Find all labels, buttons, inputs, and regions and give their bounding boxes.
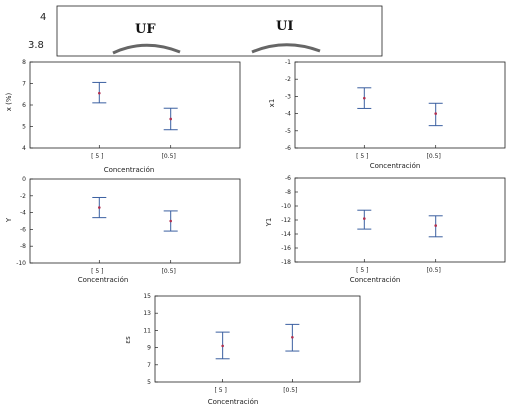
chart-0-frame	[29, 61, 241, 149]
top-strip-frame	[56, 5, 383, 57]
chart-1-frame	[294, 61, 506, 149]
chart-4-ytick-1: 13	[143, 310, 151, 317]
chart-4-point-0	[221, 344, 224, 348]
chart-3-point-1	[434, 224, 438, 227]
chart-4-xlabel: Concentración	[208, 398, 259, 406]
chart-2-xtick-1: [0.5]	[162, 268, 176, 275]
chart-2: 0 -2 -4 -6 -8 -10 [ 5 ] [0.5] Concentración Y	[5, 176, 241, 284]
chart-1: -1 -2 -3 -4 -5 -6 [ 5 ] [0.5] Concentración x1	[268, 59, 506, 170]
chart-0-ytick-2: 6	[22, 102, 26, 109]
chart-2-ytick-3: -6	[20, 226, 26, 233]
chart-2-ytick-5: -10	[16, 260, 26, 267]
chart-4-point-1	[291, 335, 294, 339]
chart-0-ytick-4: 8	[22, 59, 26, 66]
chart-2-ylabel: Y	[5, 217, 13, 223]
chart-0-xlabel: Concentración	[104, 166, 155, 174]
chart-1-ylabel: x1	[268, 99, 276, 108]
chart-0-ytick-1: 5	[22, 124, 26, 131]
chart-0-point-0	[98, 91, 101, 95]
chart-2-ytick-0: 0	[22, 176, 26, 183]
chart-3-ytick-5: -16	[281, 245, 291, 252]
chart-4-ytick-4: 7	[147, 362, 151, 369]
chart-4: 15 13 11 9 7 5 [ 5 ] [0.5] Concentración εs	[124, 293, 361, 406]
chart-1-ytick-5: -6	[285, 145, 291, 152]
chart-4-ytick-2: 11	[143, 327, 151, 334]
chart-1-xlabel: Concentración	[370, 162, 421, 170]
chart-3-xtick-1: [0.5]	[427, 267, 441, 274]
top-strip: 4 3.8 UF UI	[28, 5, 383, 57]
uf-brace	[112, 43, 181, 55]
chart-1-ytick-1: -2	[285, 76, 291, 83]
chart-1-ytick-3: -4	[285, 111, 291, 118]
chart-0-xtick-0: [ 5 ]	[91, 153, 103, 160]
ui-brace	[251, 43, 321, 54]
uf-label: UF	[135, 22, 156, 37]
chart-3-frame	[294, 177, 506, 263]
chart-2-ytick-2: -4	[20, 210, 26, 217]
chart-3-ylabel: Y1	[265, 218, 273, 228]
chart-2-point-0	[98, 206, 101, 209]
top-y-tick-1: 3.8	[28, 40, 44, 51]
chart-0-point-1	[169, 117, 172, 121]
chart-3-xtick-0: [ 5 ]	[356, 267, 368, 274]
chart-1-xtick-1: [0.5]	[427, 153, 441, 160]
chart-2-ytick-4: -8	[20, 243, 26, 250]
chart-3-point-0	[363, 217, 366, 220]
chart-0-xtick-1: [0.5]	[162, 153, 176, 160]
chart-4-ytick-0: 15	[143, 293, 151, 300]
chart-2-ytick-1: -2	[20, 193, 26, 200]
chart-3: -6 -8 -10 -12 -14 -16 -18 [ 5 ] [0.5] Concentraci…	[265, 175, 506, 284]
chart-3-ytick-6: -18	[281, 259, 291, 266]
chart-3-xlabel: Concentración	[350, 276, 401, 284]
chart-0: 4 5 6 7 8 [ 5 ] [0.5] Concentración x (%)	[5, 59, 241, 174]
chart-4-ytick-5: 5	[147, 379, 151, 386]
chart-4-ytick-3: 9	[147, 345, 151, 352]
chart-1-xtick-0: [ 5 ]	[356, 153, 368, 160]
chart-4-xtick-1: [0.5]	[283, 387, 297, 394]
chart-1-ytick-2: -3	[285, 93, 291, 100]
chart-2-point-1	[169, 219, 172, 223]
chart-3-ytick-0: -6	[285, 175, 291, 182]
chart-3-ytick-3: -12	[281, 217, 291, 224]
chart-1-ytick-0: -1	[285, 59, 291, 66]
chart-1-point-1	[434, 112, 438, 115]
chart-1-point-0	[363, 96, 366, 100]
chart-1-ytick-4: -5	[285, 128, 291, 135]
ui-label: UI	[276, 19, 293, 34]
top-y-tick-0: 4	[40, 12, 46, 23]
chart-3-ytick-2: -10	[281, 203, 291, 210]
chart-2-xlabel: Concentración	[78, 276, 129, 284]
chart-4-ylabel: εs	[124, 336, 132, 344]
chart-4-frame	[154, 295, 361, 383]
chart-2-xtick-0: [ 5 ]	[91, 268, 103, 275]
chart-4-xtick-0: [ 5 ]	[214, 387, 226, 394]
chart-3-ytick-4: -14	[281, 231, 291, 238]
chart-2-frame	[29, 178, 241, 264]
chart-0-ytick-3: 7	[22, 81, 26, 88]
chart-3-ytick-1: -8	[285, 189, 291, 196]
chart-0-ytick-0: 4	[22, 145, 26, 152]
chart-0-ylabel: x (%)	[5, 92, 13, 111]
